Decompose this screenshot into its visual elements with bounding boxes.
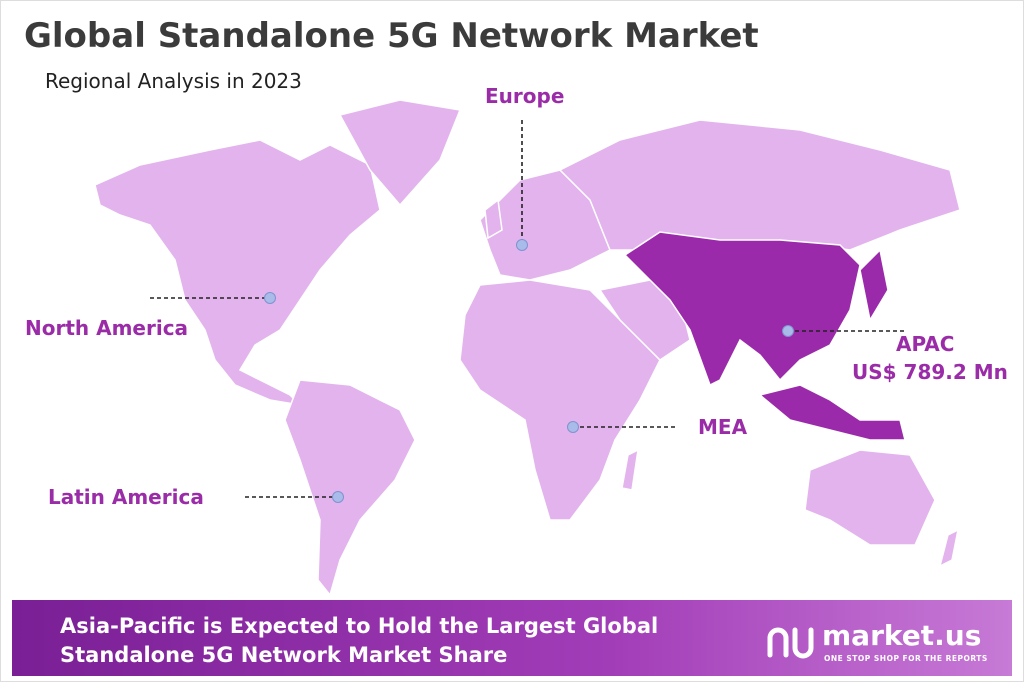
logo-arch xyxy=(767,627,789,658)
region-value: US$ 789.2 Mn xyxy=(852,360,1008,384)
africa xyxy=(459,279,661,521)
title: Global Standalone 5G Network Market xyxy=(24,16,759,56)
south-america xyxy=(284,379,416,597)
australia xyxy=(804,449,936,546)
region-dot xyxy=(516,239,528,251)
footer-text: Asia-Pacific is Expected to Hold the Lar… xyxy=(60,614,658,638)
uk xyxy=(484,198,503,240)
region-label: Europe xyxy=(485,84,564,108)
region-label: North America xyxy=(25,316,188,340)
region-dot xyxy=(782,325,794,337)
new-zealand xyxy=(938,528,960,568)
region-label: MEA xyxy=(698,415,748,439)
subtitle: Regional Analysis in 2023 xyxy=(45,69,302,93)
region-dot xyxy=(264,292,276,304)
region-dot xyxy=(332,491,344,503)
world-map xyxy=(94,99,961,597)
footer-text: Standalone 5G Network Market Share xyxy=(60,643,507,667)
logo-arch xyxy=(792,627,814,659)
asia-pacific xyxy=(623,231,861,387)
north-america xyxy=(94,139,381,407)
region-label: Latin America xyxy=(48,485,204,509)
japan xyxy=(859,248,889,323)
madagascar xyxy=(621,448,639,491)
region-dot xyxy=(567,421,579,433)
callouts: Europe North America Latin America MEA A… xyxy=(25,84,1008,509)
southeast-asia-islands xyxy=(758,384,906,441)
brand-tagline: ONE STOP SHOP FOR THE REPORTS xyxy=(824,654,988,663)
brand-name: market.us xyxy=(822,619,981,652)
north-asia xyxy=(558,119,961,251)
region-label: APAC xyxy=(896,332,954,356)
brand-logo xyxy=(767,627,814,659)
footer-band xyxy=(12,600,1012,676)
greenland xyxy=(338,99,462,207)
